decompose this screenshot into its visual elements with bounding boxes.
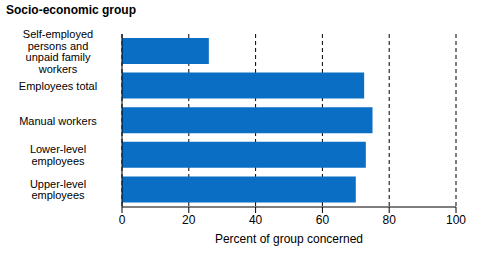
svg-text:0: 0 xyxy=(119,213,126,227)
svg-text:40: 40 xyxy=(249,213,263,227)
svg-text:Upper-levelemployees: Upper-levelemployees xyxy=(30,178,86,202)
svg-text:Lower-levelemployees: Lower-levelemployees xyxy=(30,143,86,167)
svg-text:Employees total: Employees total xyxy=(19,80,97,92)
html-text:Socio-economic group: Socio-economic group xyxy=(6,3,136,17)
svg-text:100: 100 xyxy=(446,213,466,227)
svg-text:60: 60 xyxy=(316,213,330,227)
svg-text:Self-employedpersons andunpaid: Self-employedpersons andunpaid familywor… xyxy=(23,28,93,75)
svg-text:Percent of group concerned: Percent of group concerned xyxy=(215,232,363,246)
svg-text:80: 80 xyxy=(383,213,397,227)
svg-text:Manual workers: Manual workers xyxy=(19,115,97,127)
svg-text:20: 20 xyxy=(182,213,196,227)
